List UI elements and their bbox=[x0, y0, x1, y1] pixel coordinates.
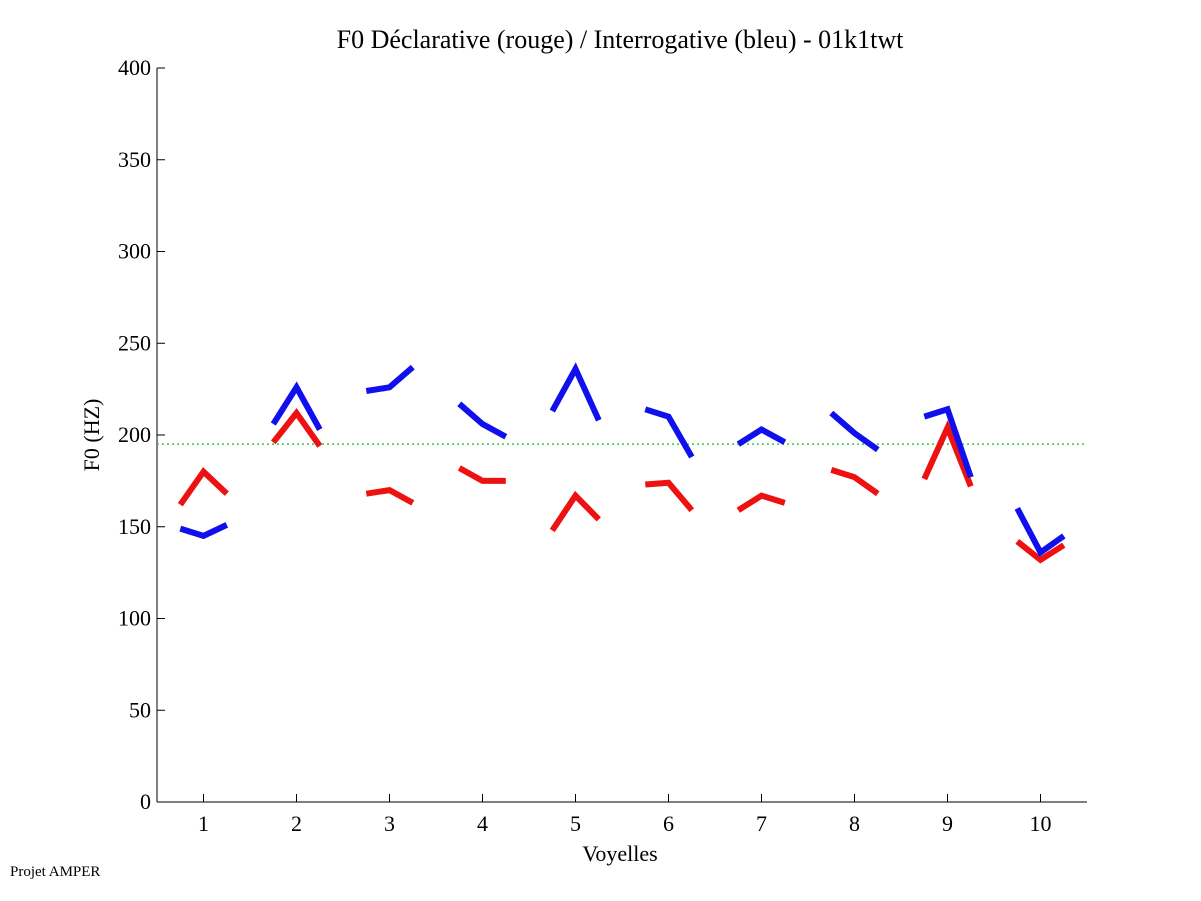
series-red-vowel-9 bbox=[921, 420, 974, 488]
chart-title: F0 Déclarative (rouge) / Interrogative (… bbox=[337, 25, 905, 54]
y-tick-label: 250 bbox=[118, 330, 151, 355]
series-blue-vowel-2 bbox=[270, 381, 323, 431]
series-blue-vowel-3 bbox=[365, 364, 415, 394]
series-blue-vowel-8 bbox=[829, 410, 880, 453]
axes: 0 50 100 150 200 250 300 350 400 1 2 3 4 5 6 7 8 9 10 bbox=[118, 55, 1087, 836]
series-red-vowel-10 bbox=[1015, 539, 1066, 564]
x-tick-label: 2 bbox=[291, 811, 302, 836]
x-tick-label: 5 bbox=[570, 811, 581, 836]
x-tick-label: 4 bbox=[477, 811, 488, 836]
x-tick-label: 3 bbox=[384, 811, 395, 836]
x-tick-label: 8 bbox=[849, 811, 860, 836]
x-tick-label: 6 bbox=[663, 811, 674, 836]
series-red-vowel-3 bbox=[365, 486, 415, 506]
series-blue-vowel-6 bbox=[644, 406, 695, 459]
series-red-vowel-5 bbox=[549, 490, 601, 533]
footer-credit: Projet AMPER bbox=[10, 864, 101, 880]
y-axis-label: F0 (HZ) bbox=[79, 399, 104, 472]
x-tick-label: 9 bbox=[942, 811, 953, 836]
series-blue-vowel-1 bbox=[179, 522, 229, 540]
y-tick-label: 200 bbox=[118, 422, 151, 447]
series-red bbox=[177, 407, 1066, 564]
series-red-vowel-7 bbox=[736, 492, 786, 513]
y-tick-label: 400 bbox=[118, 55, 151, 80]
series-red-vowel-8 bbox=[830, 467, 880, 497]
y-tick-label: 300 bbox=[118, 239, 151, 264]
series-blue-vowel-4 bbox=[457, 401, 508, 440]
x-tick-label: 1 bbox=[198, 811, 209, 836]
y-tick-label: 50 bbox=[129, 697, 151, 722]
series-blue bbox=[179, 362, 1066, 557]
y-tick-label: 350 bbox=[118, 147, 151, 172]
series-red-vowel-1 bbox=[177, 467, 229, 507]
series-blue-vowel-9 bbox=[923, 405, 974, 479]
series-blue-vowel-10 bbox=[1014, 507, 1066, 557]
series-red-vowel-4 bbox=[457, 465, 506, 484]
y-tick-label: 150 bbox=[118, 514, 151, 539]
y-tick-label: 100 bbox=[118, 606, 151, 631]
series-blue-vowel-5 bbox=[549, 362, 602, 422]
y-tick-label: 0 bbox=[140, 789, 151, 814]
series-group bbox=[177, 362, 1066, 564]
x-axis-label: Voyelles bbox=[582, 841, 657, 866]
series-red-vowel-2 bbox=[270, 407, 323, 448]
series-red-vowel-6 bbox=[645, 479, 695, 513]
series-blue-vowel-7 bbox=[736, 426, 787, 447]
x-tick-label: 10 bbox=[1030, 811, 1052, 836]
x-tick-label: 7 bbox=[756, 811, 767, 836]
